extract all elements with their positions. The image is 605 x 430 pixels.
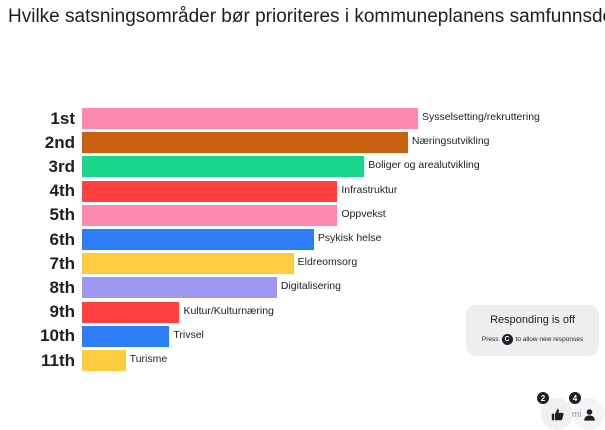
chart-title: Hvilke satsningsområder bør prioriteres … [8, 6, 605, 27]
bar-label: Sysselsetting/rekruttering [422, 111, 540, 123]
bar [82, 108, 418, 129]
rank-label: 2nd [44, 132, 75, 152]
bar-label: Oppvekst [341, 207, 386, 220]
responding-status-hint: Press C to allow new responses [466, 332, 599, 346]
rank-label: 10th [40, 326, 75, 346]
bar [82, 180, 338, 202]
press-label: Press [481, 335, 499, 343]
bar-label: Eldreomsorg [297, 256, 358, 269]
rank-label: 1st [50, 108, 75, 128]
bar [82, 204, 338, 226]
bar-label: Digitalisering [280, 280, 341, 293]
allow-responses-label: to allow new responses [515, 335, 584, 343]
bar-label: Trivsel [173, 328, 204, 341]
rank-label: 4th [49, 181, 76, 201]
bar [82, 132, 408, 154]
bar-label: Psykisk helse [317, 232, 382, 244]
bar-label: Infrastruktur [341, 183, 398, 196]
rank-label: 5th [49, 205, 76, 225]
bar [82, 253, 294, 275]
responding-status-title: Responding is off [490, 314, 575, 326]
bar [82, 350, 126, 371]
like-count-badge: 2 [537, 392, 549, 404]
rank-label: 9th [49, 302, 76, 322]
person-icon [583, 408, 595, 421]
rank-label: 6th [49, 229, 76, 249]
bar-label: Boliger og arealutvikling [368, 159, 480, 172]
faint-text: mi [572, 409, 582, 419]
like-button[interactable]: 2 [537, 392, 573, 430]
bar-label: Turisme [129, 353, 168, 365]
bar [82, 156, 365, 178]
bar-label: Kultur/Kulturnæring [183, 304, 274, 317]
responding-status-card: Responding is off Press C to allow new r… [466, 305, 599, 356]
bar [82, 229, 314, 250]
bar [82, 325, 170, 347]
keyboard-shortcut-key: C [501, 333, 513, 345]
bar [82, 277, 277, 299]
rank-label: 7th [49, 253, 76, 273]
rank-label: 11th [40, 350, 75, 370]
participants-count-badge: 4 [569, 392, 581, 404]
bar-label: Næringsutvikling [411, 135, 490, 148]
bar [82, 301, 180, 323]
rank-label: 8th [49, 277, 76, 297]
thumbs-up-icon [551, 408, 563, 420]
participants-indicator: 4 [569, 392, 605, 430]
rank-label: 3rd [48, 156, 75, 176]
